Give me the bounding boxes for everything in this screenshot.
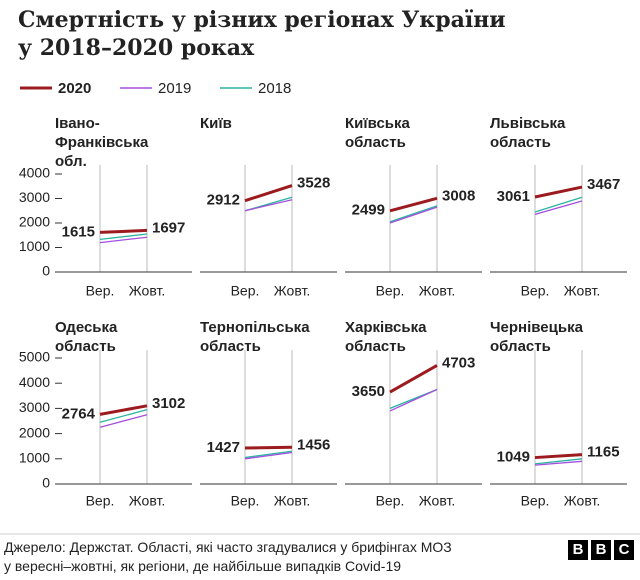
x-tick-label: Вер. <box>231 493 260 509</box>
y-tick-label: 3000 <box>19 189 50 205</box>
series-line <box>99 228 148 234</box>
x-tick-label: Жовт. <box>564 493 600 509</box>
title: Смертність у різних регіонах України у 2… <box>18 6 506 62</box>
y-tick-label: 1000 <box>19 450 50 466</box>
legend-label: 2018 <box>258 80 291 97</box>
series-line <box>389 364 438 394</box>
y-tick-label: 2000 <box>19 424 50 440</box>
panel-title: Івано-Франківська обл. <box>55 115 149 170</box>
series-line <box>99 233 148 241</box>
x-tick-label: Жовт. <box>419 493 455 509</box>
series-line <box>99 404 148 416</box>
x-tick-label: Жовт. <box>274 493 310 509</box>
y-tick-label: 4000 <box>19 374 50 390</box>
panel-title: Київська область <box>345 115 410 151</box>
series-line <box>99 409 148 423</box>
value-label: 1165 <box>587 444 620 461</box>
source-line: Джерело: Держстат. Області, які часто зг… <box>4 539 452 555</box>
series-line <box>534 453 583 460</box>
series-line <box>389 205 438 223</box>
legend-label: 2019 <box>158 80 191 97</box>
series-line <box>244 445 293 450</box>
value-label: 1697 <box>152 219 185 236</box>
y-tick-label: 3000 <box>19 399 50 415</box>
series-line <box>244 184 293 203</box>
panel-title: Львівська область <box>490 115 566 151</box>
value-label: 3061 <box>497 188 530 205</box>
series-line <box>244 199 293 212</box>
x-tick-label: Вер. <box>376 493 405 509</box>
value-label: 1049 <box>497 449 530 466</box>
x-tick-label: Вер. <box>521 283 550 299</box>
panel-title: Одеська область <box>55 319 118 355</box>
value-label: 4703 <box>442 354 475 371</box>
series-line <box>534 200 583 216</box>
logo-letter: C <box>614 540 634 560</box>
value-label: 1456 <box>297 436 330 453</box>
series-line <box>534 185 583 199</box>
logo-letter: B <box>568 540 588 560</box>
series-line <box>389 206 438 224</box>
y-tick-label: 1000 <box>19 238 50 254</box>
value-label: 3650 <box>352 383 385 400</box>
x-tick-label: Жовт. <box>129 493 165 509</box>
panel-title: Київ <box>200 115 232 132</box>
x-tick-label: Вер. <box>521 493 550 509</box>
x-tick-label: Вер. <box>86 493 115 509</box>
value-label: 1427 <box>207 439 240 456</box>
series-line <box>534 458 583 465</box>
series-line <box>534 460 583 466</box>
title-line: Смертність у різних регіонах України <box>18 7 506 33</box>
y-tick-label: 2000 <box>19 214 50 230</box>
source-line: у вересні–жовтні, як регіони, де найбіль… <box>4 558 402 574</box>
series-line <box>534 196 583 213</box>
y-tick-label: 0 <box>42 475 50 491</box>
legend-label: 2020 <box>58 80 91 97</box>
value-label: 3008 <box>442 187 475 204</box>
value-label: 3102 <box>152 395 185 412</box>
x-tick-label: Вер. <box>231 283 260 299</box>
title-line: у 2018–2020 роках <box>18 35 255 61</box>
logo-letter: B <box>591 540 611 560</box>
value-label: 3467 <box>587 176 620 193</box>
series-line <box>389 196 438 213</box>
x-tick-label: Жовт. <box>129 283 165 299</box>
value-label: 2499 <box>352 202 385 219</box>
x-tick-label: Жовт. <box>419 283 455 299</box>
panel-title: Чернівецька область <box>490 319 583 355</box>
value-label: 1615 <box>62 223 95 240</box>
value-label: 2912 <box>207 192 240 209</box>
series-line <box>244 451 293 460</box>
y-tick-label: 0 <box>42 263 50 279</box>
x-tick-label: Жовт. <box>564 283 600 299</box>
logo: B B C <box>568 540 634 560</box>
value-label: 3528 <box>297 175 330 192</box>
series-line <box>389 388 438 412</box>
y-tick-label: 4000 <box>19 165 50 181</box>
x-tick-label: Вер. <box>86 283 115 299</box>
panel-title: Тернопільська область <box>200 319 310 355</box>
series-line <box>99 414 148 428</box>
y-tick-label: 5000 <box>19 349 50 365</box>
x-tick-label: Вер. <box>376 283 405 299</box>
value-label: 2764 <box>62 405 96 422</box>
x-tick-label: Жовт. <box>274 283 310 299</box>
source: Джерело: Держстат. Області, які часто зг… <box>4 538 452 576</box>
series-line <box>99 236 148 244</box>
panel-title: Харківська область <box>345 319 427 355</box>
series-line <box>244 450 293 459</box>
